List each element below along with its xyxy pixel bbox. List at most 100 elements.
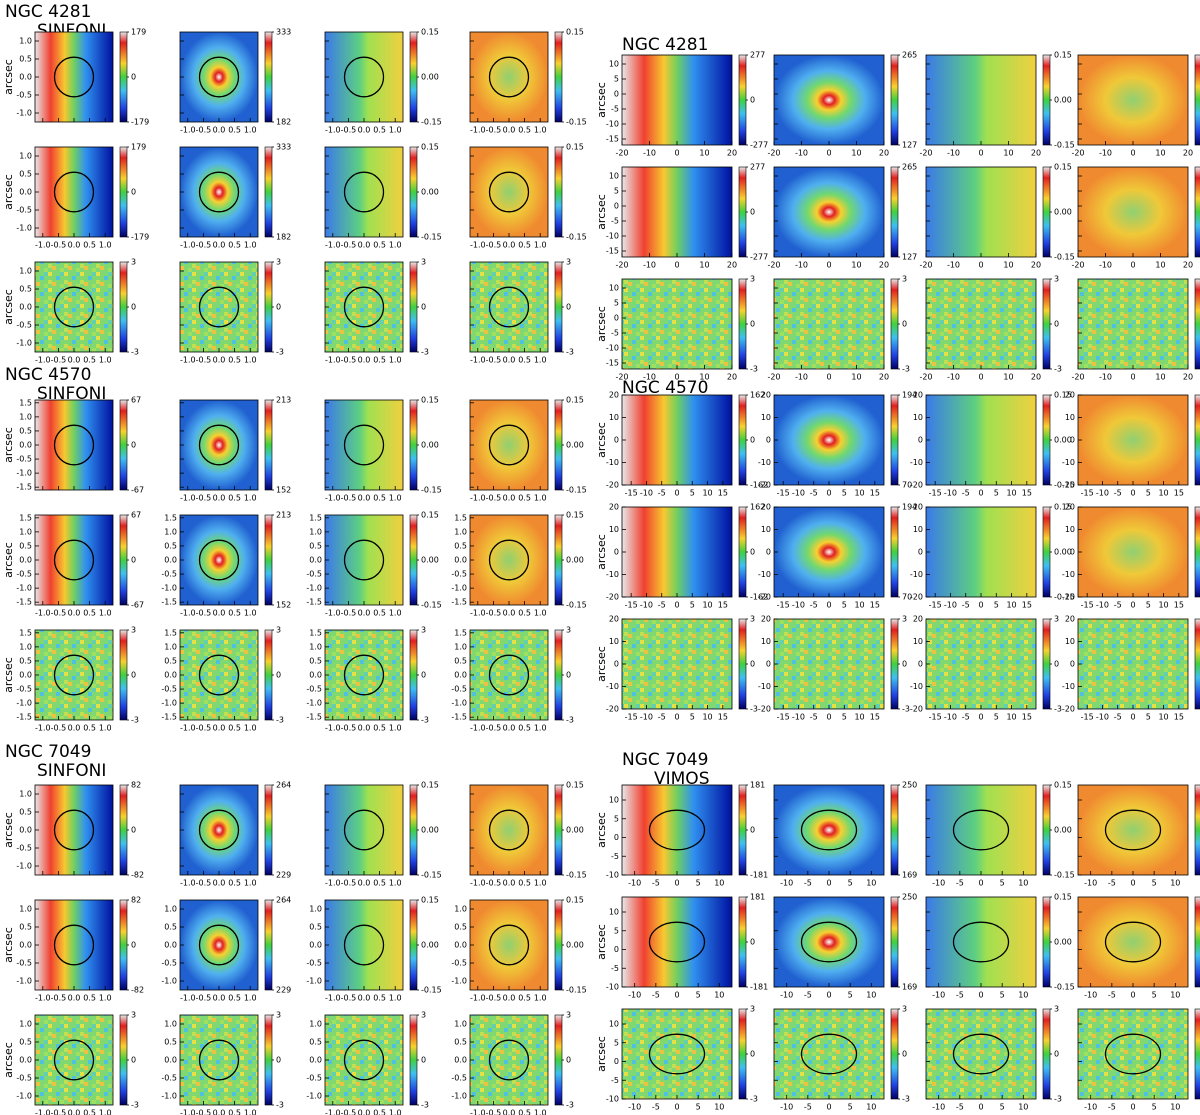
y-tick-label: 0.0 (19, 556, 32, 565)
x-tick-label: 0.5 (373, 241, 386, 250)
contour (343, 809, 385, 851)
y-tick-label: -10 (606, 983, 619, 992)
y-tick-label: -10 (606, 344, 619, 353)
y-tick-label: -1.0 (16, 469, 32, 478)
x-tick-label: 1.0 (244, 879, 257, 888)
contour (343, 286, 385, 328)
colorbar-tick-label: 70 (902, 481, 912, 490)
x-tick-label: 0.5 (518, 356, 531, 365)
x-tick-label: -1.0 (325, 356, 341, 365)
x-tick-label: -10 (643, 373, 656, 382)
y-tick-label: -0.5 (451, 570, 467, 579)
colorbar (119, 399, 128, 491)
x-tick-label: 5 (690, 489, 695, 498)
contour (53, 924, 95, 966)
y-axis-label: arcsec (595, 1036, 608, 1072)
x-tick-label: -5 (1114, 713, 1122, 722)
x-tick-label: 1.0 (99, 356, 112, 365)
x-tick-label: 0.0 (68, 609, 81, 618)
map (621, 784, 733, 876)
x-tick-label: -10 (1096, 601, 1109, 610)
y-tick-label: 0 (918, 436, 923, 445)
y-axis-label: arcsec (2, 427, 15, 463)
x-tick-label: -1.0 (180, 494, 196, 503)
x-tick-label: 20 (879, 373, 889, 382)
contour (343, 1039, 385, 1081)
colorbar (264, 784, 273, 876)
x-tick-label: -10 (780, 1103, 793, 1112)
x-tick-label: 10 (866, 991, 876, 1000)
colorbar-tick-label: 264 (276, 781, 291, 790)
map (34, 261, 114, 353)
x-tick-label: 0 (674, 489, 679, 498)
colorbar (554, 629, 563, 721)
y-axis-label: arcsec (595, 82, 608, 118)
y-tick-label: 0 (1070, 660, 1075, 669)
colorbar-tick-label: -0.15 (566, 118, 587, 127)
colorbar-tick-label: -0.15 (421, 601, 442, 610)
x-tick-label: 0.0 (213, 609, 226, 618)
map (773, 166, 885, 258)
x-tick-label: -0.5 (486, 1109, 502, 1115)
colorbar-tick-label: 162 (750, 503, 765, 512)
y-tick-label: 0.5 (164, 923, 177, 932)
map (469, 31, 549, 123)
x-tick-label: -10 (932, 879, 945, 888)
x-tick-label: 0.5 (228, 494, 241, 503)
x-tick-label: 10 (702, 713, 712, 722)
colorbar-tick-label: 0.00 (566, 441, 584, 450)
x-tick-label: -0.5 (486, 609, 502, 618)
x-tick-label: 15 (870, 713, 880, 722)
y-tick-label: 1.0 (19, 152, 32, 161)
x-tick-label: -10 (932, 1103, 945, 1112)
y-tick-label: 5 (614, 1038, 619, 1047)
x-tick-label: 0 (826, 601, 831, 610)
y-tick-label: 0.5 (454, 923, 467, 932)
map (469, 629, 549, 721)
x-tick-label: -5 (810, 713, 818, 722)
x-tick-label: -5 (810, 489, 818, 498)
x-tick-label: 0.5 (373, 126, 386, 135)
y-tick-label: -20 (910, 481, 923, 490)
colorbar-tick-label: 194 (902, 503, 917, 512)
x-tick-label: -1.0 (470, 724, 486, 733)
x-tick-label: 0 (674, 713, 679, 722)
colorbar-tick-label: -162 (750, 481, 768, 490)
y-tick-label: 0.0 (309, 1056, 322, 1065)
y-tick-label: -20 (758, 593, 771, 602)
y-tick-label: -0.5 (161, 1074, 177, 1083)
y-tick-label: -1.0 (161, 1092, 177, 1101)
y-axis-label: arcsec (2, 174, 15, 210)
x-tick-label: -5 (1108, 991, 1116, 1000)
colorbar-tick-label: 229 (276, 871, 291, 880)
x-tick-label: -10 (944, 601, 957, 610)
x-tick-label: -0.5 (486, 994, 502, 1003)
y-tick-label: 10 (913, 637, 923, 646)
y-tick-label: 0 (614, 436, 619, 445)
contour (800, 809, 858, 851)
map (925, 896, 1037, 988)
x-tick-label: -5 (658, 713, 666, 722)
x-tick-label: -1.0 (35, 609, 51, 618)
y-tick-label: 0.5 (19, 55, 32, 64)
x-tick-label: 0 (978, 1103, 983, 1112)
colorbar-tick-label: 333 (276, 28, 291, 37)
y-tick-label: -1.5 (451, 598, 467, 607)
y-tick-label: 0 (614, 314, 619, 323)
y-tick-label: -0.5 (451, 685, 467, 694)
x-tick-label: -0.5 (341, 724, 357, 733)
x-tick-label: 1.0 (534, 1109, 547, 1115)
map (925, 394, 1037, 486)
x-tick-label: 0.0 (503, 879, 516, 888)
colorbar-tick-label: -0.15 (421, 233, 442, 242)
x-tick-label: -20 (1071, 261, 1084, 270)
colorbar (554, 399, 563, 491)
y-tick-label: 1.0 (19, 790, 32, 799)
x-tick-label: -0.5 (51, 1109, 67, 1115)
colorbar-tick-label: 3 (131, 626, 136, 635)
colorbar-tick-label: -3 (902, 365, 910, 374)
x-tick-label: -0.5 (341, 494, 357, 503)
x-tick-label: 1.0 (389, 356, 402, 365)
y-tick-label: 0.0 (19, 188, 32, 197)
colorbar-tick-label: -3 (421, 716, 429, 725)
